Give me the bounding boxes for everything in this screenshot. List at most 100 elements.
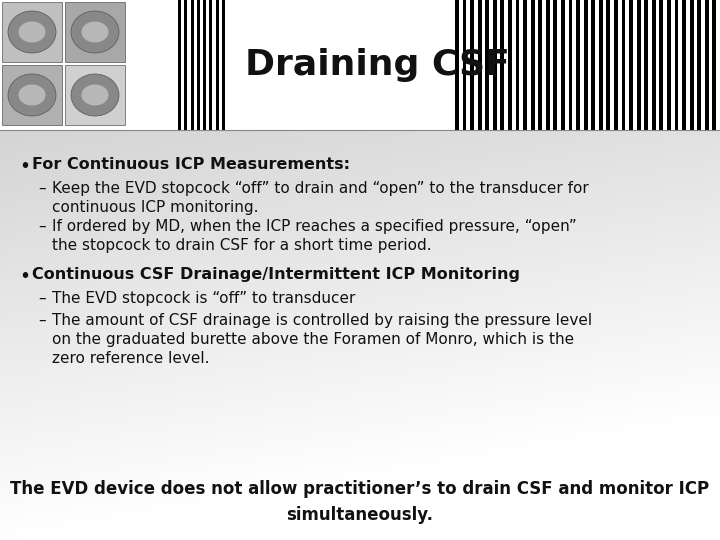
- Bar: [652, 0, 656, 130]
- Bar: [656, 0, 660, 130]
- Bar: [557, 0, 561, 130]
- Bar: [697, 0, 701, 130]
- Bar: [621, 0, 626, 130]
- Bar: [527, 0, 531, 130]
- Bar: [519, 0, 523, 130]
- Bar: [554, 0, 557, 130]
- Bar: [455, 0, 459, 130]
- Bar: [671, 0, 675, 130]
- Bar: [549, 0, 554, 130]
- Bar: [203, 0, 206, 130]
- Text: The EVD stopcock is “off” to transducer: The EVD stopcock is “off” to transducer: [52, 291, 356, 306]
- Bar: [660, 0, 663, 130]
- Bar: [225, 0, 228, 130]
- Bar: [595, 0, 599, 130]
- Bar: [569, 0, 572, 130]
- Text: –: –: [38, 313, 45, 328]
- Bar: [705, 0, 708, 130]
- Bar: [187, 0, 191, 130]
- Bar: [546, 0, 549, 130]
- Ellipse shape: [71, 74, 119, 116]
- Bar: [534, 0, 539, 130]
- Ellipse shape: [19, 84, 45, 105]
- Bar: [191, 0, 194, 130]
- Text: –: –: [38, 291, 45, 306]
- Bar: [178, 0, 181, 130]
- Bar: [65, 65, 125, 125]
- Bar: [215, 0, 219, 130]
- Bar: [219, 0, 222, 130]
- Ellipse shape: [8, 74, 56, 116]
- Bar: [686, 0, 690, 130]
- Bar: [644, 0, 648, 130]
- Bar: [197, 0, 200, 130]
- Bar: [470, 0, 474, 130]
- Bar: [531, 0, 534, 130]
- Bar: [516, 0, 519, 130]
- Bar: [2, 65, 62, 125]
- Bar: [708, 0, 712, 130]
- Bar: [65, 2, 125, 62]
- Text: Keep the EVD stopcock “off” to drain and “open” to the transducer for
continuous: Keep the EVD stopcock “off” to drain and…: [52, 181, 589, 215]
- Bar: [682, 0, 686, 130]
- Bar: [181, 0, 184, 130]
- Bar: [508, 0, 512, 130]
- Bar: [588, 0, 591, 130]
- Bar: [212, 0, 215, 130]
- Bar: [500, 0, 504, 130]
- Text: The EVD device does not allow practitioner’s to drain CSF and monitor ICP
simult: The EVD device does not allow practition…: [10, 481, 710, 523]
- Bar: [712, 0, 716, 130]
- Bar: [497, 0, 500, 130]
- Bar: [474, 0, 477, 130]
- Text: •: •: [19, 267, 30, 286]
- Bar: [194, 0, 197, 130]
- Bar: [614, 0, 618, 130]
- Bar: [467, 0, 470, 130]
- Bar: [512, 0, 516, 130]
- Text: Continuous CSF Drainage/Intermittent ICP Monitoring: Continuous CSF Drainage/Intermittent ICP…: [32, 267, 520, 282]
- Bar: [606, 0, 611, 130]
- Bar: [504, 0, 508, 130]
- Bar: [477, 0, 482, 130]
- Bar: [542, 0, 546, 130]
- Bar: [482, 0, 485, 130]
- Bar: [523, 0, 527, 130]
- Text: For Continuous ICP Measurements:: For Continuous ICP Measurements:: [32, 157, 350, 172]
- Bar: [2, 2, 62, 62]
- Bar: [200, 0, 203, 130]
- Bar: [675, 0, 678, 130]
- Bar: [701, 0, 705, 130]
- Bar: [459, 0, 462, 130]
- Bar: [564, 0, 569, 130]
- Bar: [584, 0, 588, 130]
- Bar: [462, 0, 467, 130]
- Ellipse shape: [81, 22, 109, 43]
- Bar: [572, 0, 576, 130]
- Bar: [648, 0, 652, 130]
- Bar: [716, 0, 720, 130]
- Ellipse shape: [8, 11, 56, 53]
- Bar: [580, 0, 584, 130]
- Text: –: –: [38, 219, 45, 234]
- Bar: [618, 0, 621, 130]
- Bar: [591, 0, 595, 130]
- Bar: [539, 0, 542, 130]
- Text: •: •: [19, 157, 30, 176]
- Bar: [184, 0, 187, 130]
- Bar: [629, 0, 633, 130]
- Text: If ordered by MD, when the ICP reaches a specified pressure, “open”
the stopcock: If ordered by MD, when the ICP reaches a…: [52, 219, 577, 253]
- Bar: [599, 0, 603, 130]
- Ellipse shape: [71, 11, 119, 53]
- Bar: [493, 0, 497, 130]
- Bar: [626, 0, 629, 130]
- Bar: [561, 0, 564, 130]
- Bar: [576, 0, 580, 130]
- Bar: [690, 0, 693, 130]
- Bar: [222, 0, 225, 130]
- Bar: [485, 0, 489, 130]
- Bar: [611, 0, 614, 130]
- Bar: [633, 0, 636, 130]
- Bar: [678, 0, 682, 130]
- Text: Draining CSF: Draining CSF: [245, 48, 510, 82]
- Bar: [0, 0, 720, 130]
